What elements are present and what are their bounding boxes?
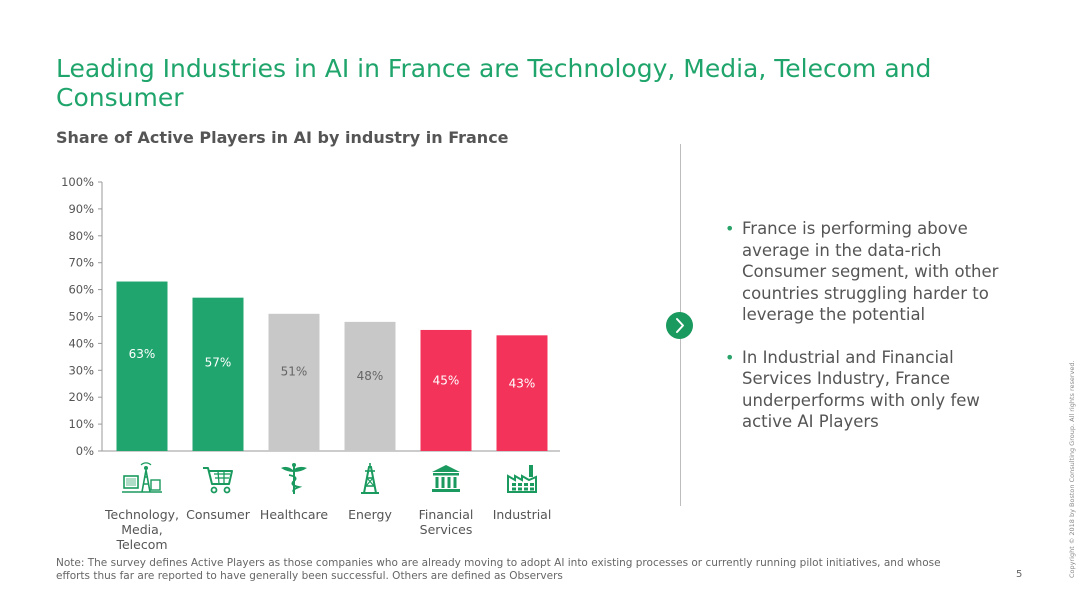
x-category-label-line: Technology, (105, 507, 179, 522)
y-tick-label: 50% (68, 310, 94, 324)
bar-value-label: 63% (129, 347, 156, 361)
x-category-label: Energy (328, 507, 412, 522)
y-tick-label: 0% (76, 444, 94, 458)
y-tick-label: 60% (68, 283, 94, 297)
page-title: Leading Industries in AI in France are T… (56, 54, 932, 112)
tower-icon (122, 462, 162, 500)
bar-value-label: 57% (205, 356, 232, 370)
bullet-marker: • (725, 219, 735, 238)
y-tick-label: 100% (61, 175, 94, 189)
x-category-label-line: Energy (348, 507, 392, 522)
footnote: Note: The survey defines Active Players … (56, 557, 941, 582)
bar-value-label: 51% (281, 365, 308, 379)
bar (420, 329, 472, 451)
bar (268, 313, 320, 451)
bar-value-label: 48% (357, 369, 384, 383)
y-tick-label: 80% (68, 229, 94, 243)
x-category-label-line: Media, (121, 522, 163, 537)
bullet-text: In Industrial and Financial Services Ind… (742, 347, 980, 432)
y-tick-label: 30% (68, 363, 94, 377)
bar (344, 321, 396, 451)
bar (496, 335, 548, 451)
y-tick-label: 70% (68, 256, 94, 270)
bullet-marker: • (725, 347, 735, 367)
y-tick-label: 20% (68, 390, 94, 404)
factory-icon (505, 462, 539, 500)
x-category-label: Industrial (480, 507, 564, 522)
bank-icon (429, 462, 463, 500)
x-category-label-line: Services (419, 522, 473, 537)
x-category-label: Financial Services (404, 507, 488, 537)
bar (116, 281, 168, 451)
x-category-label-line: Consumer (186, 507, 250, 522)
x-category-label-line: Financial (418, 507, 474, 522)
bullet-item: • In Industrial and Financial Services I… (722, 347, 1012, 433)
caduceus-icon (277, 462, 311, 500)
bar-chart: 0% 10% 20% 30% 40% 50% 60% 70% 80% 90% 100% 63% 57% 5… (61, 175, 560, 458)
copyright-notice: Copyright © 2018 by Boston Consulting Gr… (1068, 360, 1076, 578)
chart-subtitle: Share of Active Players in AI by industr… (56, 128, 509, 147)
oil-rig-icon (353, 462, 387, 500)
y-tick-label: 40% (68, 336, 94, 350)
bar (192, 297, 244, 451)
bar-value-label: 43% (509, 376, 536, 390)
x-category-label-line: Industrial (492, 507, 552, 522)
bar-value-label: 45% (433, 373, 460, 387)
shopping-cart-icon (201, 462, 235, 500)
x-category-label-line: Telecom (116, 537, 168, 552)
x-category-label: Consumer (176, 507, 260, 522)
bullet-item: • France is performing above average in … (722, 218, 1012, 326)
y-tick-label: 90% (68, 202, 94, 216)
chevron-right-icon (666, 312, 693, 339)
bullet-text: France is performing above average in th… (742, 219, 999, 324)
y-tick-label: 10% (68, 417, 94, 431)
key-takeaways: • France is performing above average in … (722, 218, 1012, 454)
x-category-label: Healthcare (252, 507, 336, 522)
x-category-label: Technology, Media, Telecom (100, 507, 184, 552)
page-number: 5 (1016, 569, 1023, 580)
x-category-label-line: Healthcare (259, 507, 329, 522)
